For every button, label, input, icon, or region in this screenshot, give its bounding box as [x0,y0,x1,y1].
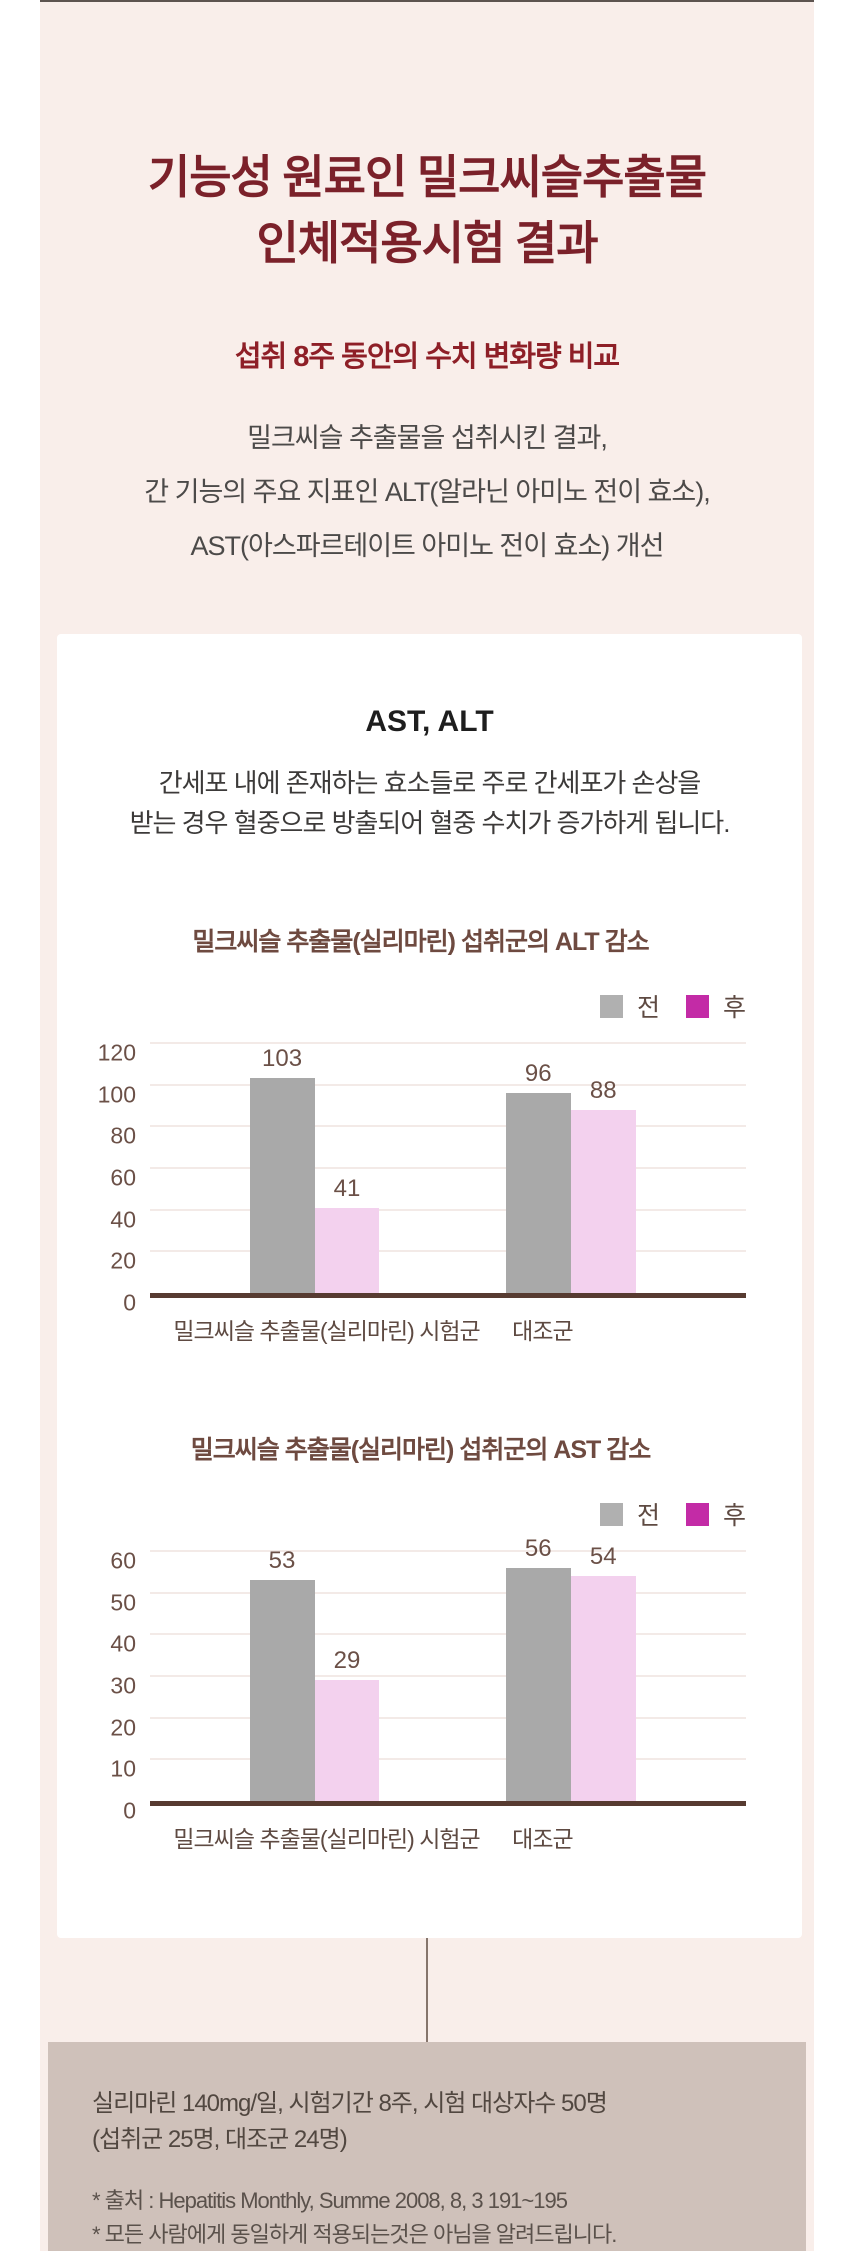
bar-value-label: 88 [589,1076,617,1104]
alt-chart-x-labels: 밀크씨슬 추출물(실리마린) 시험군 대조군 [173,1317,690,1345]
intro-line1: 밀크씨슬 추출물을 섭취시킨 결과, [247,423,608,453]
gridline [150,1675,746,1677]
alt-chart-body: 0 20 40 60 80 100 120 103 41 96 88 [95,1040,746,1316]
ast-chart-title: 밀크씨슬 추출물(실리마린) 섭취군의 AST 감소 [190,1436,651,1464]
y-axis-tick: 20 [110,1247,136,1274]
bar-group: 53 29 [249,1547,380,1801]
ast-chart-plot: 53 29 56 54 [150,1535,746,1806]
trial-info: 실리마린 140mg/일, 시험기간 8주, 시험 대상자수 50명 (섭취군 … [92,2086,806,2158]
bar-전: 96 [505,1060,571,1293]
card-description-line1: 간세포 내에 존재하는 효소들로 주로 간세포가 손상을 [158,768,702,798]
page-title: 기능성 원료인 밀크씨슬추출물 인체적용시험 결과 [40,145,814,277]
y-axis-tick: 20 [110,1714,136,1741]
y-axis-tick: 80 [110,1122,136,1149]
bar-value-label: 103 [261,1045,303,1073]
y-axis-tick: 40 [110,1630,136,1657]
y-axis-tick: 60 [110,1547,136,1574]
x-axis-category-label: 대조군 [512,1318,573,1344]
bar-전: 56 [505,1535,571,1801]
y-axis-tick: 10 [110,1755,136,1782]
legend-label: 후 [722,1502,746,1530]
gridline [150,1591,746,1594]
bar-group: 103 41 [249,1045,380,1293]
card-heading: AST, ALT [365,705,494,738]
legend-label: 전 [636,994,660,1022]
legend-swatch-icon [685,1502,709,1526]
bar-value-label: 56 [524,1534,552,1562]
page-title-line2: 인체적용시험 결과 [256,218,598,269]
legend-item-후: 후 [685,988,746,1024]
x-axis-category-label: 밀크씨슬 추출물(실리마린) 시험군 [173,1826,480,1852]
gridline [150,1758,746,1761]
source-note: * 출처 : Hepatitis Monthly, Summe 2008, 8,… [92,2188,568,2213]
gridline [150,1042,746,1044]
gridline [150,1083,746,1086]
bar-value-label: 54 [589,1543,617,1570]
y-axis-tick: 30 [110,1672,136,1699]
bar-후: 54 [570,1543,636,1801]
gridline [150,1250,746,1253]
y-axis-tick: 100 [97,1081,136,1108]
gridline [150,1208,746,1211]
legend-swatch-icon [685,994,709,1018]
legend-label: 후 [722,994,746,1022]
y-axis-tick: 0 [123,1797,136,1824]
alt-chart-y-axis: 0 20 40 60 80 100 120 [95,1040,150,1316]
legend-swatch-icon [599,1502,623,1526]
legend-item-전: 전 [599,1496,660,1532]
bar-group: 56 54 [505,1535,636,1801]
gridline [150,1716,746,1719]
bar-후: 41 [314,1175,380,1293]
intro-paragraph: 밀크씨슬 추출물을 섭취시킨 결과, 간 기능의 주요 지표인 ALT(알라닌 … [40,411,814,573]
card-description: 간세포 내에 존재하는 효소들로 주로 간세포가 손상을 받는 경우 혈중으로 … [57,763,802,843]
bar-value-label: 29 [333,1647,361,1675]
alt-chart-title: 밀크씨슬 추출물(실리마린) 섭취군의 ALT 감소 [192,928,649,956]
bar-후: 29 [314,1647,380,1801]
ast-chart-x-labels: 밀크씨슬 추출물(실리마린) 시험군 대조군 [173,1825,690,1853]
bar-group: 96 88 [505,1060,636,1293]
card-description-line2: 받는 경우 혈중으로 방출되어 혈중 수치가 증가하게 됩니다. [129,808,731,838]
ast-chart-body: 0 10 20 30 40 50 60 53 29 56 54 [95,1535,746,1824]
bar-전: 53 [249,1547,315,1801]
trial-info-line2: (섭취군 25명, 대조군 24명) [92,2126,348,2153]
gridline [150,1550,746,1552]
intro-line2: 간 기능의 주요 지표인 ALT(알라닌 아미노 전이 효소), [144,477,710,507]
x-axis-category-label: 대조군 [512,1826,573,1852]
legend-item-후: 후 [685,1496,746,1532]
trial-info-line1: 실리마린 140mg/일, 시험기간 8주, 시험 대상자수 50명 [92,2090,608,2117]
bar-value-label: 53 [268,1547,296,1575]
y-axis-tick: 40 [110,1206,136,1233]
legend-label: 전 [636,1502,660,1530]
footer-notes: * 출처 : Hepatitis Monthly, Summe 2008, 8,… [92,2184,806,2251]
result-card: AST, ALT 간세포 내에 존재하는 효소들로 주로 간세포가 손상을 받는… [57,634,802,1938]
disclaimer-note: * 모든 사람에게 동일하게 적용되는것은 아님을 알려드립니다. [92,2222,617,2247]
legend-swatch-icon [599,994,623,1018]
intro-line3: AST(아스파르테이트 아미노 전이 효소) 개선 [190,531,665,561]
y-axis-tick: 120 [97,1039,136,1066]
y-axis-tick: 50 [110,1589,136,1616]
gridline [150,1125,746,1128]
legend-item-전: 전 [599,988,660,1024]
bar-전: 103 [249,1045,315,1293]
page-title-line1: 기능성 원료인 밀크씨슬추출물 [147,152,707,203]
bar-후: 88 [570,1077,636,1293]
connector-line [426,1938,428,2042]
y-axis-tick: 0 [123,1289,136,1316]
bar-value-label: 41 [333,1174,361,1202]
page-subtitle: 섭취 8주 동안의 수치 변화량 비교 [234,341,620,373]
footer-box: 실리마린 140mg/일, 시험기간 8주, 시험 대상자수 50명 (섭취군 … [48,2042,806,2251]
gridline [150,1633,746,1636]
bar-value-label: 96 [524,1060,552,1087]
content-strip: 기능성 원료인 밀크씨슬추출물 인체적용시험 결과 섭취 8주 동안의 수치 변… [40,0,814,2251]
y-axis-tick: 60 [110,1164,136,1191]
alt-chart-plot: 103 41 96 88 [150,1042,746,1298]
ast-chart-y-axis: 0 10 20 30 40 50 60 [95,1548,150,1824]
x-axis-category-label: 밀크씨슬 추출물(실리마린) 시험군 [173,1318,480,1344]
gridline [150,1167,746,1169]
